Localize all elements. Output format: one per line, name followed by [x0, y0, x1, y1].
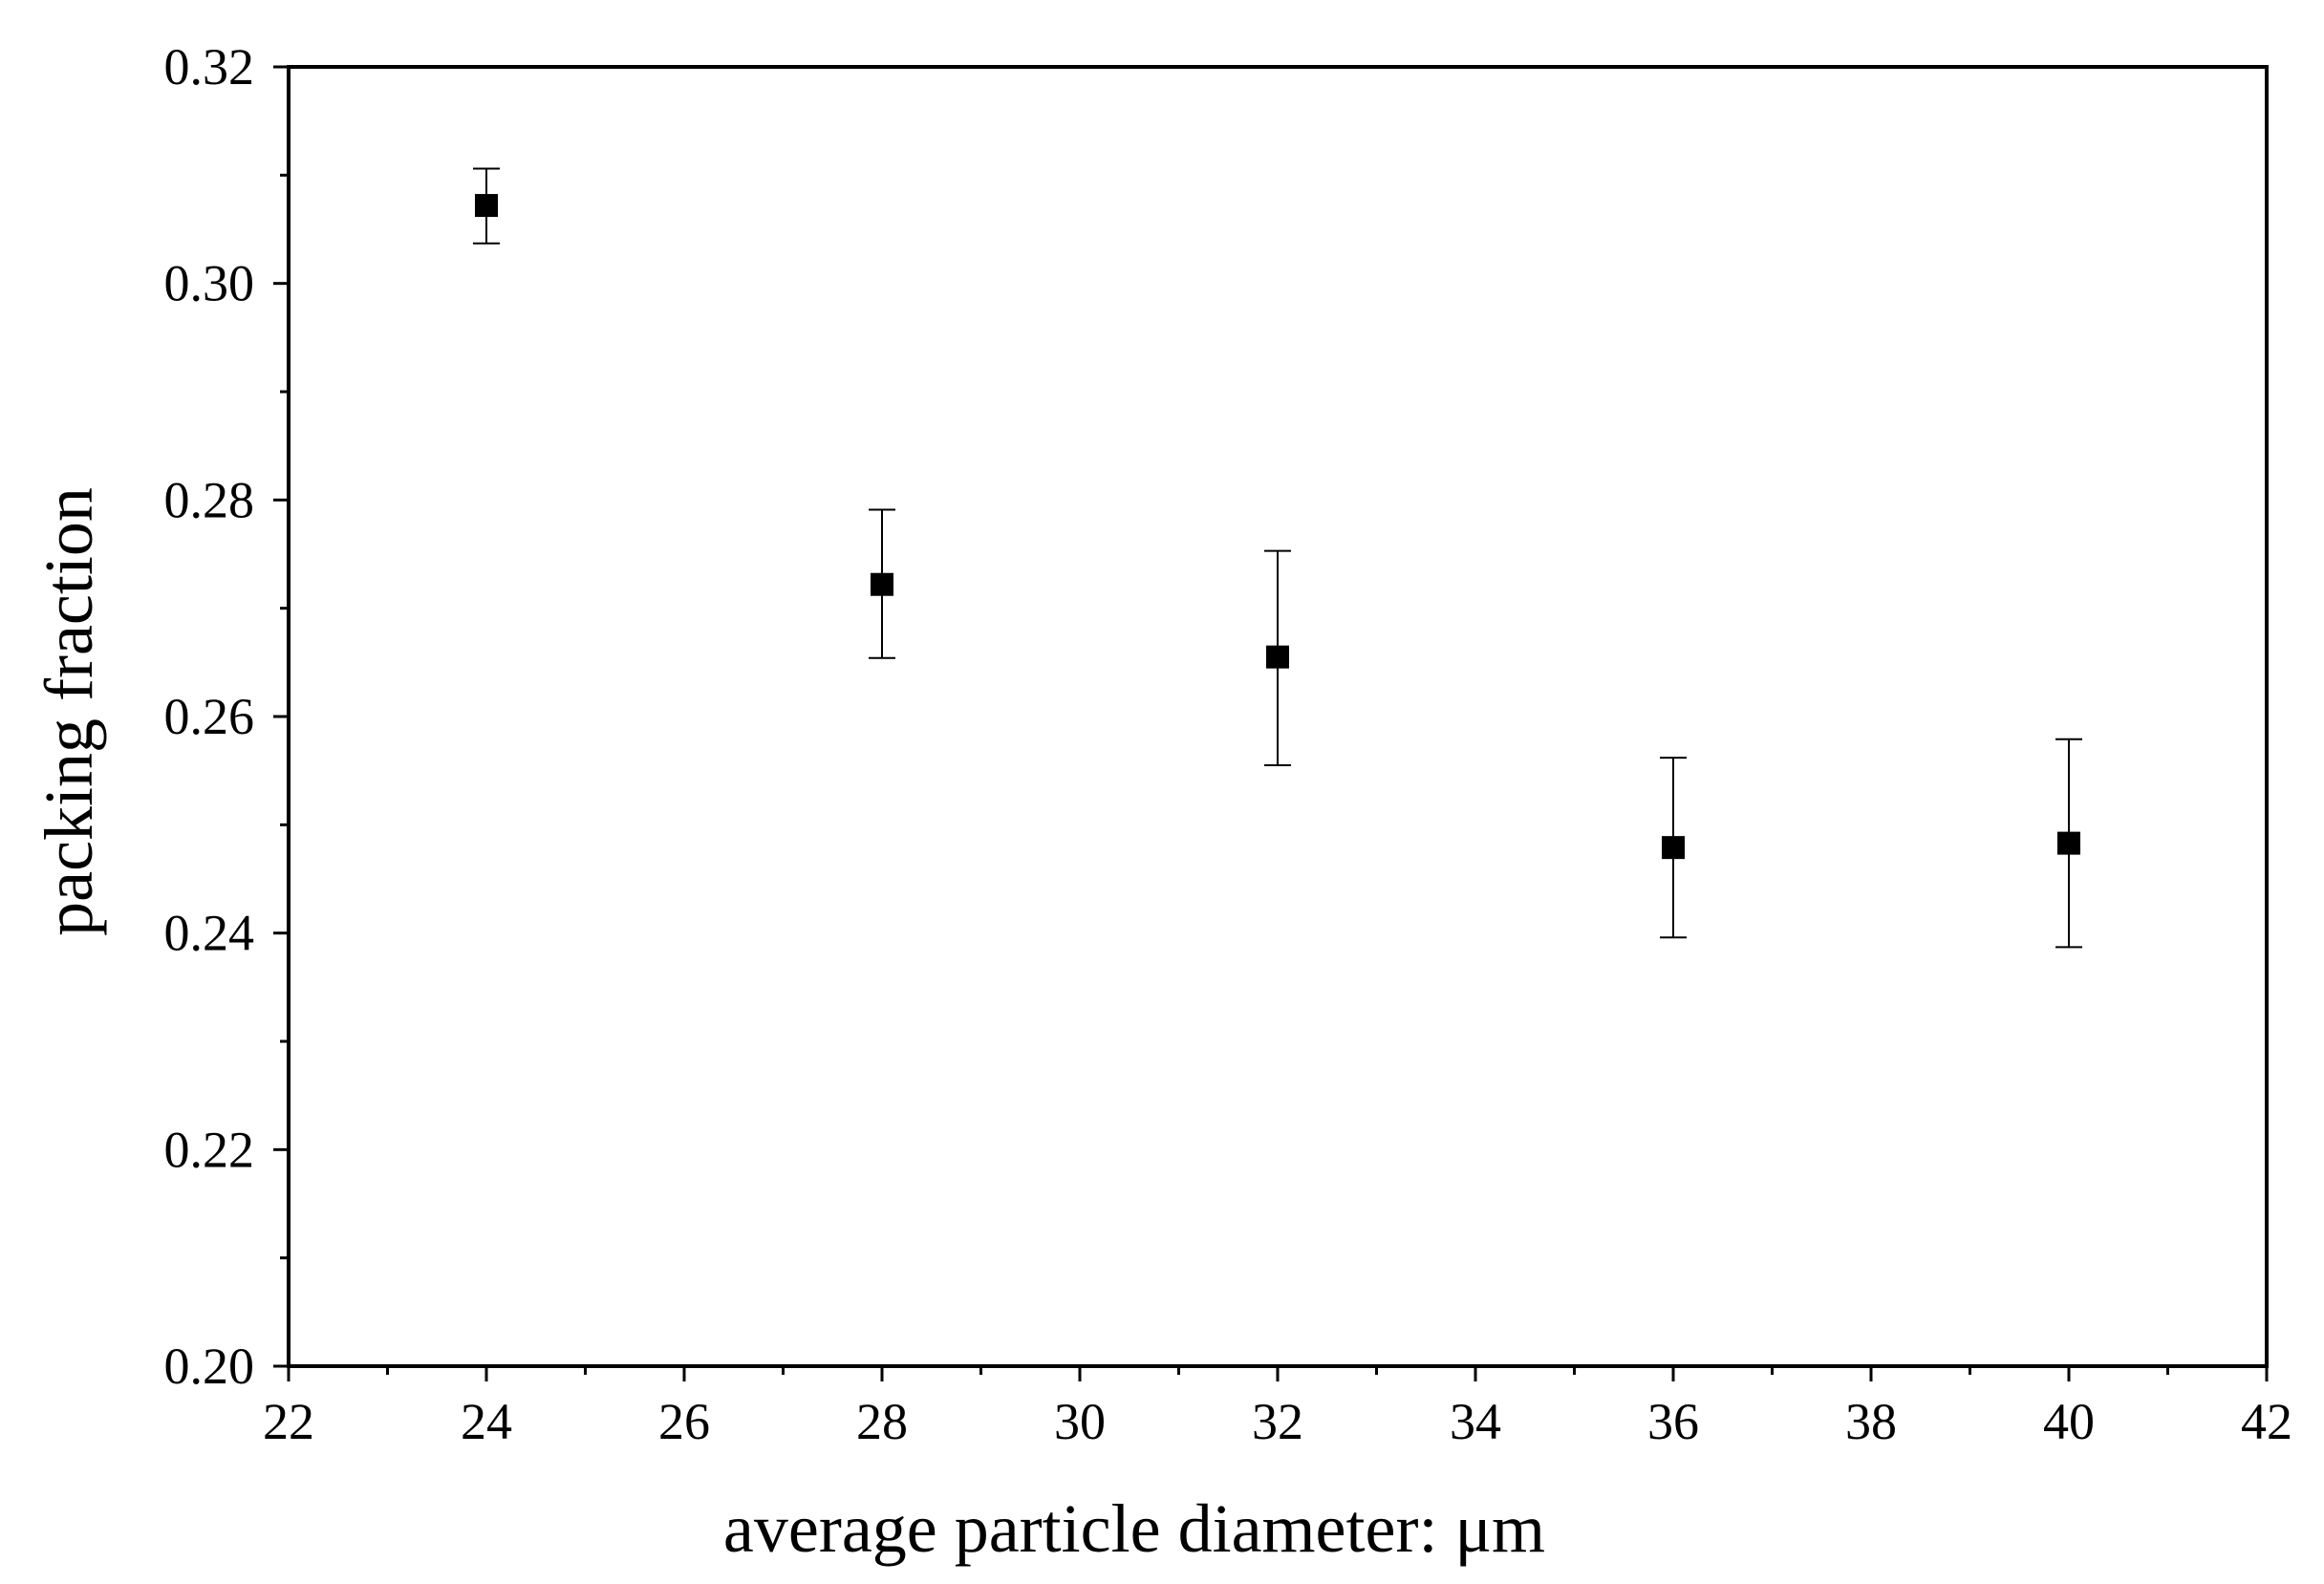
points-layer [475, 194, 2080, 860]
x-tick-label: 30 [1054, 1393, 1106, 1450]
y-tick-label: 0.24 [164, 905, 255, 962]
x-axis-title: average particle diameter: μm [723, 1490, 1545, 1567]
data-point [871, 572, 893, 596]
data-point [1662, 836, 1685, 860]
x-tick-label: 36 [1647, 1393, 1699, 1450]
x-tick-label: 24 [461, 1393, 512, 1450]
ticks-layer: 22 24 26 28 30 32 34 36 38 40 42 0.20 0.22 0.24 0.26 0.… [164, 38, 2293, 1450]
y-tick-label: 0.22 [164, 1121, 255, 1178]
data-point [1266, 645, 1289, 669]
y-axis-title: packing fraction [31, 487, 107, 936]
y-tick-label: 0.32 [164, 38, 255, 96]
y-tick-label: 0.20 [164, 1338, 255, 1395]
y-tick-label: 0.30 [164, 255, 255, 312]
x-tick-label: 38 [1845, 1393, 1897, 1450]
x-tick-label: 34 [1450, 1393, 1501, 1450]
x-tick-label: 22 [263, 1393, 314, 1450]
x-tick-label: 28 [856, 1393, 908, 1450]
x-tick-label: 40 [2043, 1393, 2095, 1450]
data-point [475, 194, 498, 218]
y-tick-label: 0.26 [164, 688, 255, 745]
y-tick-label: 0.28 [164, 471, 255, 528]
errorbar-layer [473, 167, 2082, 949]
data-point [2057, 831, 2080, 855]
x-tick-label: 42 [2241, 1393, 2292, 1450]
x-tick-label: 26 [658, 1393, 710, 1450]
x-tick-label: 32 [1252, 1393, 1303, 1450]
